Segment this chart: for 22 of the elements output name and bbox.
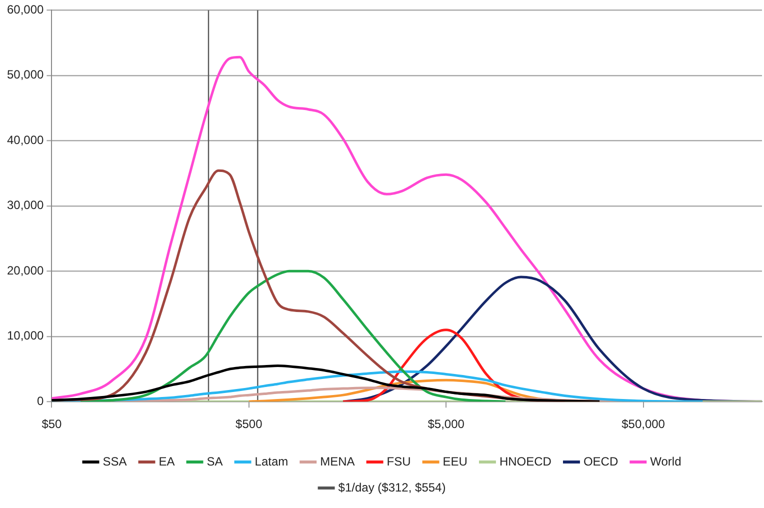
- legend-label: MENA: [320, 454, 355, 468]
- y-tick-label: 60,000: [7, 2, 44, 17]
- legend-label: World: [650, 454, 682, 468]
- y-tick-label: 30,000: [7, 198, 44, 212]
- legend-label: SA: [206, 454, 223, 468]
- legend-label: EA: [158, 454, 175, 468]
- y-tick-label: 20,000: [7, 263, 44, 278]
- legend-label: $1/day ($312, $554): [338, 480, 446, 494]
- legend-label: HNOECD: [499, 454, 552, 468]
- x-tick-label: $500: [236, 417, 263, 432]
- y-tick-label: 50,000: [7, 68, 44, 82]
- legend-label: FSU: [386, 454, 411, 468]
- legend-label: EEU: [442, 454, 468, 468]
- legend-label: OECD: [583, 454, 618, 468]
- y-tick-label: 0: [37, 394, 44, 408]
- x-tick-label: $5,000: [428, 417, 465, 432]
- y-tick-label: 10,000: [7, 328, 44, 343]
- x-tick-label: $50,000: [622, 417, 666, 432]
- y-tick-label: 40,000: [7, 132, 44, 147]
- legend-label: Latam: [254, 454, 288, 468]
- x-tick-label: $50: [42, 417, 62, 432]
- legend-label: SSA: [102, 454, 127, 468]
